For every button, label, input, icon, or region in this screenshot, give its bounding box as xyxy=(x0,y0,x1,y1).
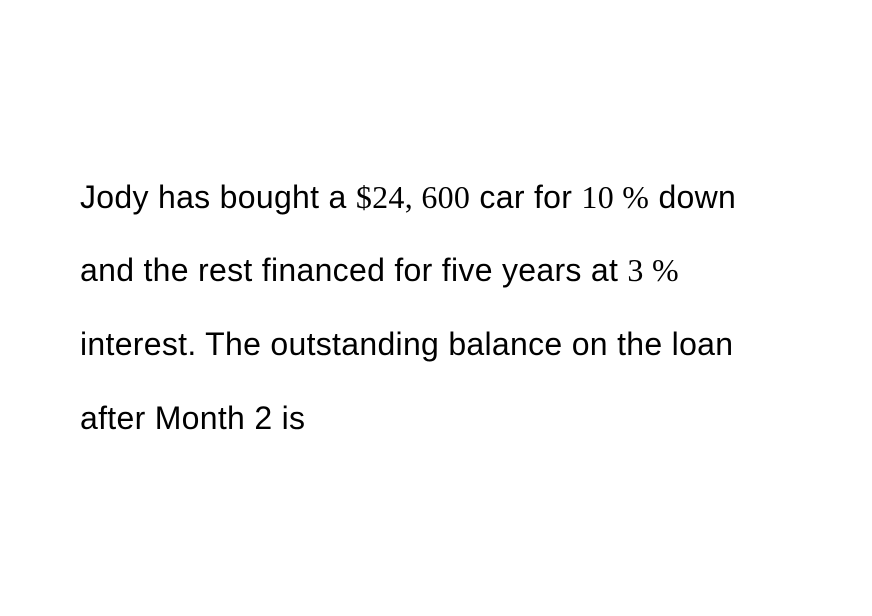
text-segment-2: car for xyxy=(470,179,581,215)
problem-container: Jody has bought a $24, 600 car for 10 % … xyxy=(0,161,872,455)
down-percent-value: 10 % xyxy=(581,179,649,215)
problem-text: Jody has bought a $24, 600 car for 10 % … xyxy=(80,161,792,455)
car-price-value: $24, 600 xyxy=(356,179,470,215)
text-segment-4: interest. The outstanding balance on the… xyxy=(80,326,733,436)
text-segment-1: Jody has bought a xyxy=(80,179,356,215)
interest-rate-value: 3 % xyxy=(627,252,679,288)
